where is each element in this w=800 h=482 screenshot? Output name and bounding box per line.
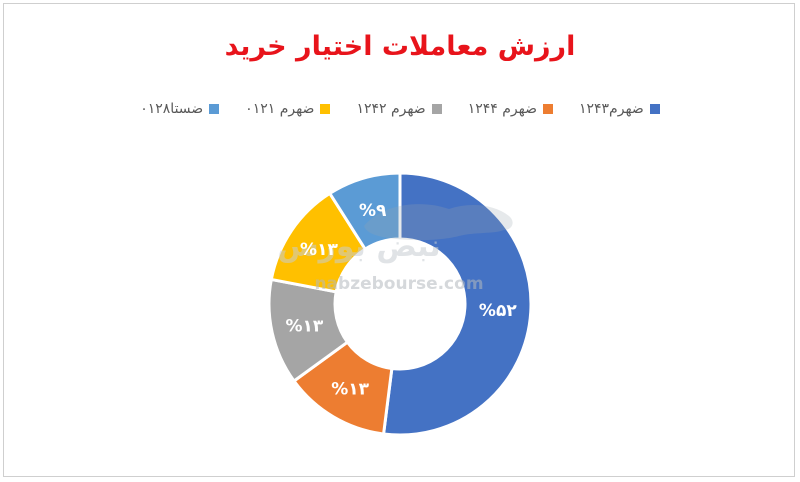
watermark: نبض بورس nabzebourse.com	[277, 204, 513, 294]
donut-labels: %۵۲ %۱۳ %۱۳ %۱۳ %۹	[285, 201, 517, 399]
chart-legend: ضهرم۱۲۴۳ ضهرم ۱۲۴۴ ضهرم ۱۲۴۲ ضهرم ۰۱۲۱ ض…	[4, 99, 796, 119]
legend-label: ضستا۰۱۲۸	[140, 101, 204, 117]
legend-item: ضهرم ۱۲۴۴	[468, 101, 553, 117]
legend-item: ضهرم ۰۱۲۱	[245, 101, 331, 117]
legend-label: ضهرم۱۲۴۳	[578, 101, 644, 117]
chart-title: ارزش معاملات اختیار خرید	[224, 31, 576, 62]
legend-item: ضهرم۱۲۴۳	[579, 101, 660, 117]
slice-label: %۵۲	[479, 301, 517, 321]
slice-label: %۱۳	[285, 316, 323, 336]
legend-item: ضهرم ۱۲۴۲	[356, 101, 442, 117]
legend-swatch	[209, 104, 220, 114]
slice-label: %۹	[359, 201, 387, 221]
legend-label: ضهرم ۱۲۴۲	[356, 101, 426, 117]
donut-chart: نبض بورس nabzebourse.com %۵۲ %۱۳ %۱۳ %۱۳ %۹	[267, 171, 533, 437]
legend-label: ضهرم ۱۲۴۴	[467, 101, 537, 117]
slice-label: %۱۳	[300, 240, 338, 260]
bull-logo-icon	[364, 204, 513, 241]
legend-swatch	[320, 104, 331, 114]
donut-slice	[327, 171, 402, 252]
legend-swatch	[431, 104, 442, 114]
chart-frame: ارزش معاملات اختیار خرید ضهرم۱۲۴۳ ضهرم ۱…	[3, 3, 795, 477]
slice-label: %۱۳	[331, 379, 369, 399]
watermark-brand: نبض بورس	[277, 229, 441, 264]
legend-swatch	[542, 104, 553, 114]
legend-swatch	[649, 104, 660, 114]
watermark-site: nabzebourse.com	[314, 274, 483, 294]
legend-label: ضهرم ۰۱۲۱	[245, 101, 315, 117]
donut-slice	[381, 171, 533, 437]
legend-item: ضستا۰۱۲۸	[140, 101, 220, 117]
donut-slices	[267, 171, 533, 437]
